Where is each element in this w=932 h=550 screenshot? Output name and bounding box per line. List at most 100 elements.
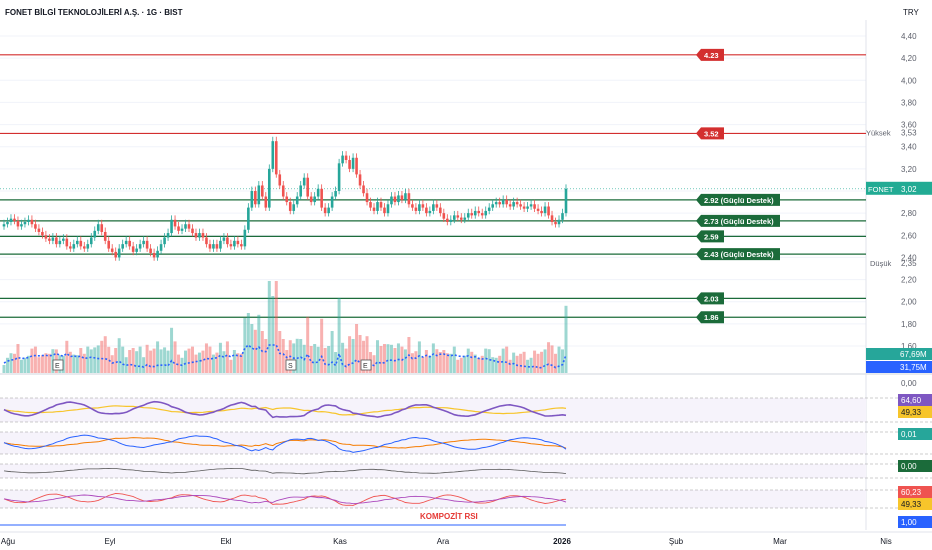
y-tick-label: 4,00 <box>901 76 917 85</box>
volume-tag-2 <box>866 361 932 373</box>
volume-bar <box>128 350 132 373</box>
y-tick-label: 4,20 <box>901 54 917 63</box>
volume-bar <box>330 331 334 373</box>
candle-body <box>62 238 65 241</box>
y-tick-label: 3,60 <box>901 121 917 130</box>
candle-body <box>16 220 20 227</box>
candle-body <box>6 222 9 225</box>
candle-body <box>459 217 463 220</box>
osc-value: 0,00 <box>901 462 917 471</box>
volume-bar <box>187 348 191 373</box>
candle-body <box>191 228 194 234</box>
candle-body <box>257 185 261 205</box>
candle-body <box>198 233 201 238</box>
x-tick-label: Mar <box>773 537 787 546</box>
volume-bar <box>477 357 481 373</box>
x-tick-label: Eyl <box>104 537 115 546</box>
candle-body <box>480 213 484 216</box>
chart-title: FONET BİLGİ TEKNOLOJİLERİ A.Ş. · 1G · BI… <box>5 8 183 17</box>
volume-bar <box>550 345 554 373</box>
candle-body <box>494 202 498 205</box>
candle-body <box>30 219 34 225</box>
candle-body <box>219 240 222 249</box>
symbol-tag-label: FONET <box>868 185 894 194</box>
volume-bar <box>89 349 93 373</box>
candle-body <box>439 207 442 214</box>
volume-bar <box>26 355 30 373</box>
candle-body <box>505 199 508 205</box>
candle-body <box>121 244 124 249</box>
candle-body <box>543 206 547 214</box>
candle-body <box>152 253 156 258</box>
candle-body <box>561 213 564 220</box>
candle-body <box>229 244 233 247</box>
volume-bar <box>149 350 153 373</box>
volume-bar <box>264 339 268 373</box>
volume-bar <box>121 346 125 373</box>
level-tag-label: 2.43 (Güçlü Destek) <box>704 250 774 259</box>
candles <box>2 136 568 261</box>
volume-bar <box>561 349 565 373</box>
candle-body <box>404 193 407 200</box>
candle-body <box>250 191 254 208</box>
volume-bar <box>494 357 498 373</box>
candle-body <box>393 196 397 203</box>
volume-tag-1 <box>866 348 932 360</box>
candle-body <box>65 238 69 247</box>
event-label: S <box>288 363 293 370</box>
volume-bar <box>163 347 167 373</box>
candle-body <box>397 195 400 203</box>
candle-body <box>435 204 439 208</box>
y-tick-label: 1,60 <box>901 342 917 351</box>
candle-body <box>334 191 337 197</box>
candle-body <box>27 219 30 222</box>
volume-bar <box>114 348 118 373</box>
candle-body <box>316 188 320 197</box>
candle-body <box>302 177 306 186</box>
volume-bar <box>103 336 107 373</box>
level-tag-label: 2.03 <box>704 294 719 303</box>
level-tags: 4.23 3.52 2.92 (Güçlü Destek) 2.73 (Güçlü D… <box>696 48 932 528</box>
candle-body <box>446 218 449 222</box>
candle-body <box>110 248 114 252</box>
candle-body <box>529 204 533 207</box>
macd-line <box>3 434 567 453</box>
candle-body <box>421 204 425 208</box>
candle-body <box>69 246 72 249</box>
candle-body <box>463 217 467 220</box>
candle-body <box>128 240 131 247</box>
volume-bar <box>117 338 121 373</box>
level-tag <box>696 193 780 206</box>
volume-bar <box>68 351 72 373</box>
volume-bar <box>75 355 79 373</box>
candle-body <box>288 202 292 211</box>
candle-body <box>526 206 529 209</box>
volume-bar <box>135 351 139 373</box>
osc-bg <box>0 464 866 478</box>
candle-body <box>344 155 348 160</box>
candle-body <box>44 235 48 239</box>
volume-bar <box>484 348 488 373</box>
volume-bar <box>533 350 537 373</box>
volume-bar <box>309 346 313 373</box>
candle-body <box>142 240 145 245</box>
candle-body <box>208 244 212 249</box>
x-tick-label: Şub <box>669 537 684 546</box>
candle-body <box>37 228 41 232</box>
event-label: E <box>363 363 368 370</box>
candle-body <box>456 215 460 218</box>
low-label: Düşük <box>870 259 892 268</box>
candle-body <box>82 246 86 249</box>
macd-bg <box>0 432 866 454</box>
candle-body <box>79 240 83 247</box>
candle-body <box>261 185 264 197</box>
event-label: E <box>55 363 60 370</box>
candle-body <box>240 244 243 247</box>
candle-body <box>386 204 390 214</box>
osc-line <box>3 467 567 475</box>
candle-body <box>51 237 55 241</box>
volume-bar <box>519 353 523 373</box>
candle-body <box>536 208 540 211</box>
volume-bar <box>449 353 453 373</box>
